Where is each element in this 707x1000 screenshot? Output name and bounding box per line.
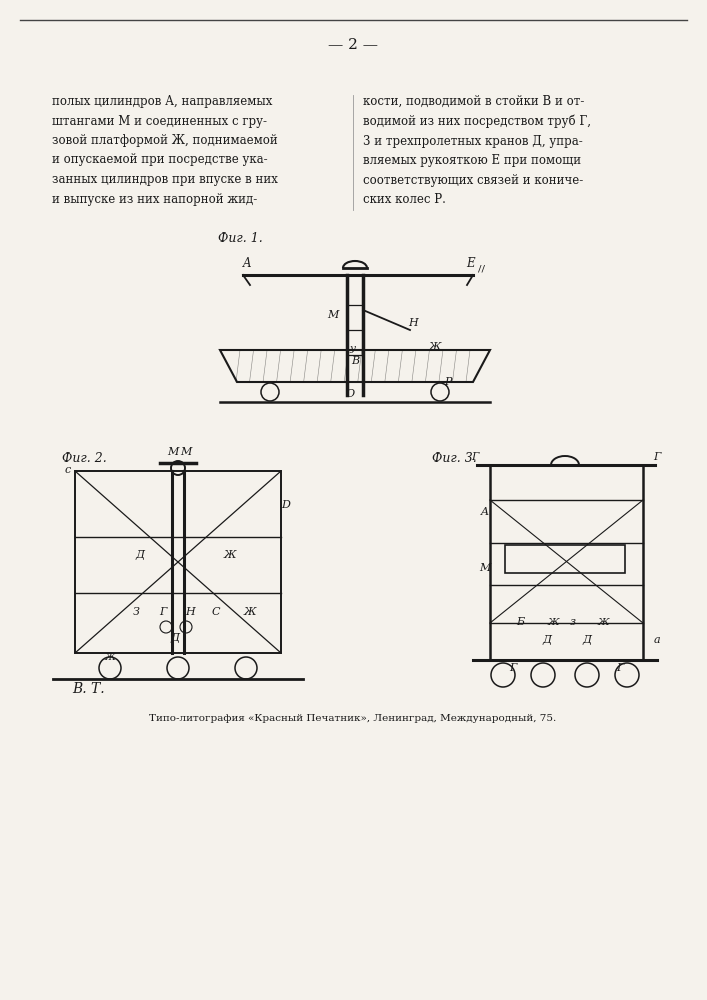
Text: Д: Д: [542, 635, 551, 645]
Text: H: H: [185, 607, 195, 617]
Text: D: D: [281, 500, 291, 510]
Text: кости, подводимой в стойки В и от-
водимой из них посредством труб Г,
3 и трехпр: кости, подводимой в стойки В и от- водим…: [363, 95, 591, 206]
Text: M: M: [479, 563, 491, 573]
Text: P: P: [444, 377, 452, 387]
Text: Ж: Ж: [428, 342, 441, 352]
Text: Ж: Ж: [597, 618, 609, 627]
Text: Д: Д: [583, 635, 592, 645]
Text: Г: Г: [617, 663, 624, 673]
Text: З: З: [132, 607, 139, 617]
Text: Ж: Ж: [547, 618, 559, 627]
Text: В. Т.: В. Т.: [72, 682, 105, 696]
Text: Д: Д: [170, 633, 180, 643]
Text: H: H: [408, 318, 418, 328]
Text: Д: Д: [136, 550, 144, 560]
Text: Б: Б: [516, 617, 524, 627]
Text: Ж: Ж: [223, 550, 236, 560]
Text: M: M: [180, 447, 192, 457]
Text: y: y: [349, 344, 355, 353]
Text: B: B: [351, 356, 359, 366]
Text: E: E: [466, 257, 474, 270]
Bar: [75, 471, 281, 653]
Text: //: //: [478, 264, 485, 273]
Text: A: A: [481, 507, 489, 517]
Text: M: M: [168, 447, 179, 457]
Text: Г: Г: [159, 607, 167, 617]
Text: Фиг. 1.: Фиг. 1.: [218, 232, 263, 245]
Text: a: a: [654, 635, 660, 645]
Text: з: з: [570, 617, 576, 627]
Text: O: O: [346, 389, 355, 399]
Text: Г: Г: [472, 452, 479, 462]
Text: C: C: [212, 607, 221, 617]
Text: Г: Г: [653, 452, 660, 462]
Text: полых цилиндров А, направляемых
штангами М и соединенных с гру-
зовой платформой: полых цилиндров А, направляемых штангами…: [52, 95, 278, 206]
Text: Типо-литография «Красный Печатник», Ленинград, Международный, 75.: Типо-литография «Красный Печатник», Лени…: [149, 714, 556, 723]
Text: Фиг. 2.: Фиг. 2.: [62, 452, 107, 465]
Text: c: c: [65, 465, 71, 475]
Text: M: M: [327, 310, 339, 320]
Text: A: A: [243, 257, 251, 270]
Text: Г: Г: [509, 663, 517, 673]
Bar: [505, 545, 625, 573]
Text: Ж: Ж: [105, 653, 115, 662]
Text: — 2 —: — 2 —: [328, 38, 378, 52]
Text: Ж: Ж: [244, 607, 256, 617]
Text: Фиг. 3.: Фиг. 3.: [432, 452, 477, 465]
